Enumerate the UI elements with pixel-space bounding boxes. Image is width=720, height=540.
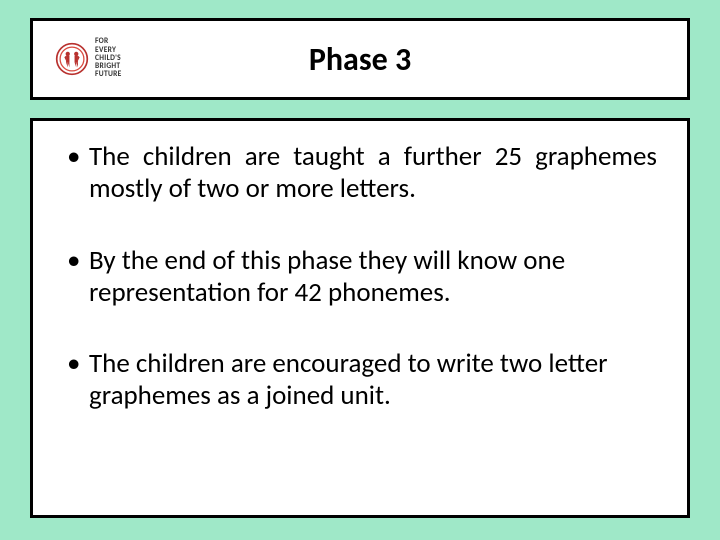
bullet-item: The children are encouraged to write two… bbox=[63, 348, 657, 412]
logo-text-line5: FUTURE bbox=[95, 71, 122, 79]
bullet-item: The children are taught a further 25 gra… bbox=[63, 141, 657, 205]
content-box: The children are taught a further 25 gra… bbox=[30, 118, 690, 518]
logo-text: FOR EVERY CHILD'S BRIGHT FUTURE bbox=[95, 38, 122, 79]
logo-emblem-icon bbox=[55, 42, 89, 76]
slide-title: Phase 3 bbox=[309, 40, 411, 79]
title-box: FOR EVERY CHILD'S BRIGHT FUTURE Phase 3 bbox=[30, 18, 690, 100]
bullet-item: By the end of this phase they will know … bbox=[63, 245, 657, 309]
logo: FOR EVERY CHILD'S BRIGHT FUTURE bbox=[55, 38, 122, 79]
bullet-list: The children are taught a further 25 gra… bbox=[63, 141, 657, 412]
